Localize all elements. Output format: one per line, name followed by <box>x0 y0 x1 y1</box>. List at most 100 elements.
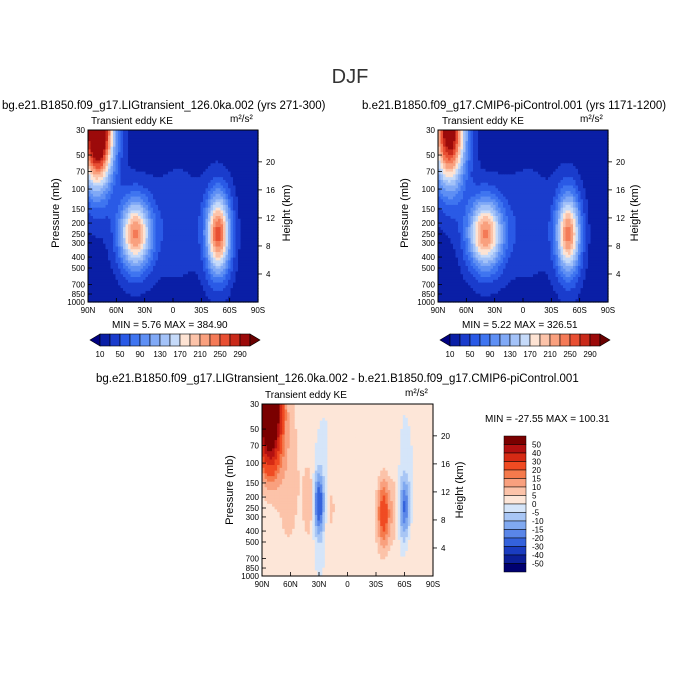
field-cell <box>105 138 109 142</box>
field-cell <box>223 163 227 167</box>
field-cell <box>133 191 137 195</box>
field-cell <box>245 182 249 187</box>
field-cell <box>190 191 194 195</box>
field-cell <box>215 213 219 217</box>
field-cell <box>115 168 119 173</box>
field-cell <box>100 279 104 284</box>
field-cell <box>238 143 242 148</box>
field-cell <box>115 252 119 256</box>
field-cell <box>203 249 207 253</box>
field-cell <box>178 268 182 273</box>
field-cell <box>113 288 117 292</box>
field-cell <box>245 188 249 192</box>
field-cell <box>233 238 237 242</box>
field-cell <box>255 285 259 289</box>
field-cell <box>120 163 124 167</box>
field-cell <box>218 141 222 145</box>
field-cell <box>93 282 97 286</box>
field-cell <box>90 196 94 200</box>
field-cell <box>95 265 99 270</box>
field-cell <box>233 188 237 192</box>
field-cell <box>123 293 127 298</box>
field-cell <box>90 185 94 189</box>
field-cell <box>235 210 239 214</box>
field-cell <box>155 229 159 234</box>
field-cell <box>190 290 194 295</box>
field-cell <box>203 293 207 298</box>
field-cell <box>193 210 197 214</box>
field-cell <box>233 246 237 250</box>
field-cell <box>125 263 129 267</box>
field-cell <box>143 188 147 192</box>
field-cell <box>185 290 189 295</box>
field-cell <box>118 166 122 170</box>
field-cell <box>220 293 224 298</box>
field-cell <box>210 274 214 278</box>
field-cell <box>228 149 232 153</box>
field-cell <box>235 207 239 212</box>
field-cell <box>190 279 194 284</box>
field-cell <box>140 132 144 137</box>
field-cell <box>150 152 154 156</box>
field-cell <box>138 232 142 237</box>
field-cell <box>233 260 237 264</box>
field-cell <box>140 277 144 281</box>
field-cell <box>145 260 149 264</box>
field-cell <box>238 138 242 142</box>
field-cell <box>113 254 117 259</box>
field-cell <box>230 293 234 298</box>
field-cell <box>110 154 114 159</box>
field-cell <box>128 279 132 284</box>
field-cell <box>245 143 249 148</box>
field-cell <box>208 293 212 298</box>
field-cell <box>125 232 129 237</box>
field-cell <box>243 290 247 295</box>
field-cell <box>233 196 237 200</box>
field-cell <box>193 246 197 250</box>
field-cell <box>243 135 247 139</box>
field-cell <box>125 288 129 292</box>
field-cell <box>250 132 254 137</box>
field-cell <box>168 166 172 170</box>
field-cell <box>185 143 189 148</box>
field-cell <box>233 202 237 206</box>
field-cell <box>123 143 127 148</box>
field-cell <box>215 296 219 300</box>
field-cell <box>185 185 189 189</box>
field-cell <box>163 296 167 300</box>
field-cell <box>110 135 114 139</box>
field-cell <box>138 210 142 214</box>
field-cell <box>153 146 157 151</box>
field-cell <box>163 191 167 195</box>
field-cell <box>253 279 257 284</box>
field-cell <box>123 277 127 281</box>
field-cell <box>110 296 114 300</box>
field-cell <box>203 143 207 148</box>
field-cell <box>118 188 122 192</box>
field-cell <box>193 143 197 148</box>
field-cell <box>208 282 212 286</box>
field-cell <box>105 204 109 209</box>
field-cell <box>100 257 104 261</box>
field-cell <box>215 138 219 142</box>
field-cell <box>90 290 94 295</box>
field-cell <box>230 168 234 173</box>
field-cell <box>205 202 209 206</box>
field-cell <box>195 246 199 250</box>
field-cell <box>245 135 249 139</box>
field-cell <box>190 221 194 225</box>
field-cell <box>200 196 204 200</box>
field-cell <box>188 152 192 156</box>
field-cell <box>100 238 104 242</box>
field-cell <box>233 193 237 198</box>
field-cell <box>225 207 229 212</box>
field-cell <box>118 204 122 209</box>
field-cell <box>240 277 244 281</box>
field-cell <box>138 213 142 217</box>
field-cell <box>200 296 204 300</box>
field-cell <box>215 179 219 184</box>
field-cell <box>88 168 92 173</box>
field-cell <box>120 243 124 248</box>
field-cell <box>98 229 102 234</box>
field-cell <box>148 163 152 167</box>
